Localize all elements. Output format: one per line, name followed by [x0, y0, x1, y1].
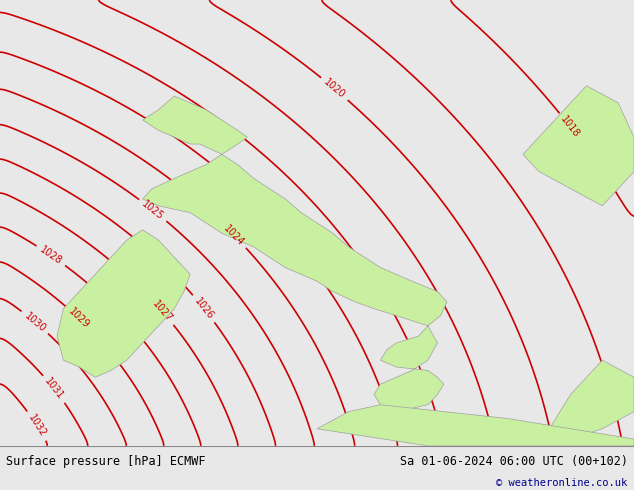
Text: 1030: 1030 — [22, 311, 48, 334]
Text: 1027: 1027 — [150, 299, 174, 324]
Polygon shape — [317, 405, 634, 446]
Polygon shape — [523, 86, 634, 206]
Text: 1028: 1028 — [38, 245, 64, 267]
Text: 1031: 1031 — [42, 376, 66, 402]
Text: 1024: 1024 — [222, 223, 246, 247]
Text: Sa 01-06-2024 06:00 UTC (00+102): Sa 01-06-2024 06:00 UTC (00+102) — [399, 455, 628, 468]
Text: Surface pressure [hPa] ECMWF: Surface pressure [hPa] ECMWF — [6, 455, 206, 468]
Text: 1026: 1026 — [192, 296, 216, 321]
Polygon shape — [57, 230, 190, 377]
Polygon shape — [539, 360, 634, 446]
Text: 1032: 1032 — [26, 413, 48, 439]
Text: © weatheronline.co.uk: © weatheronline.co.uk — [496, 478, 628, 489]
Text: 1020: 1020 — [322, 77, 347, 100]
Polygon shape — [143, 96, 447, 412]
Text: 1018: 1018 — [559, 114, 582, 140]
Text: 1025: 1025 — [140, 198, 165, 222]
Text: 1029: 1029 — [67, 306, 91, 330]
